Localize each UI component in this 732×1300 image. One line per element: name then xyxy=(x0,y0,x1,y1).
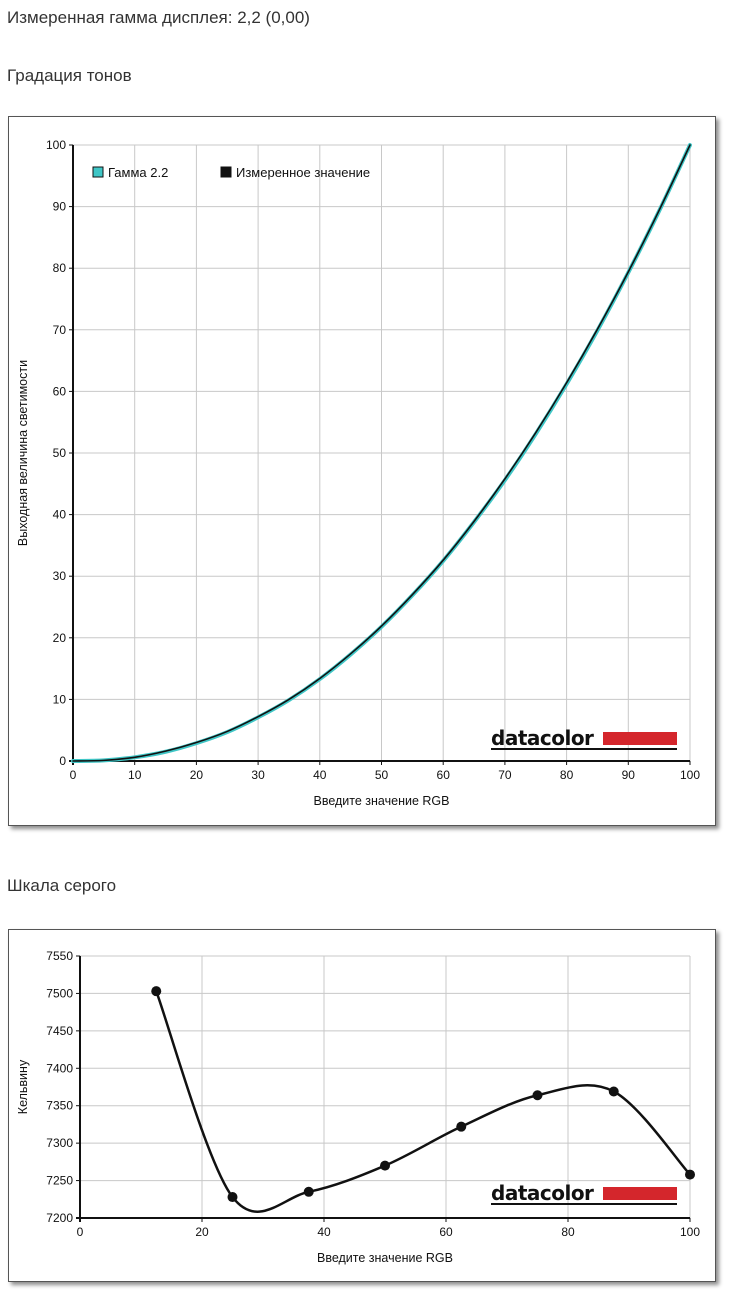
tone-gradation-chart: 0 10 20 30 40 50 60 70 80 90 100 0 10 20 30 40 50 60 70 80 9… xyxy=(16,138,700,808)
legend-swatch xyxy=(220,166,232,178)
legend-swatch xyxy=(92,166,104,178)
grayscale-chart-panel: 0 20 40 60 80 100 7200 7250 7300 7350 7400 7450 7500… xyxy=(8,929,716,1282)
datacolor-logo-bar xyxy=(603,1187,677,1200)
x-axis-title: Введите значение RGB xyxy=(314,794,450,808)
datacolor-logo-underline xyxy=(491,748,677,750)
x-tick-label: 80 xyxy=(560,768,574,782)
y-tick-label: 7400 xyxy=(46,1061,73,1075)
data-point xyxy=(227,1192,238,1203)
data-point xyxy=(151,986,162,997)
series-line-2 xyxy=(72,144,691,762)
y-tick-label: 7350 xyxy=(46,1099,73,1113)
legend-label: Гамма 2.2 xyxy=(108,165,168,180)
x-tick-label: 80 xyxy=(561,1225,575,1239)
y-tick-label: 100 xyxy=(46,138,66,152)
y-tick-label: 30 xyxy=(53,569,67,583)
datacolor-logo-text: datacolor xyxy=(491,726,594,750)
y-tick-label: 10 xyxy=(53,692,67,706)
data-point xyxy=(685,1169,695,1180)
x-tick-label: 100 xyxy=(680,1225,700,1239)
x-tick-label: 50 xyxy=(375,768,389,782)
x-tick-label: 0 xyxy=(77,1225,84,1239)
legend-item-1: Гамма 2.2 xyxy=(92,165,168,180)
x-tick-label: 0 xyxy=(70,768,77,782)
legend-label: Измеренное значение xyxy=(236,165,370,180)
y-tick-label: 90 xyxy=(53,200,67,214)
data-point xyxy=(380,1160,390,1171)
measured-gamma-heading: Измеренная гамма дисплея: 2,2 (0,00) xyxy=(7,8,310,27)
y-tick-label: 7300 xyxy=(46,1136,73,1150)
data-point xyxy=(303,1186,314,1197)
data-point xyxy=(608,1086,619,1097)
y-tick-label: 40 xyxy=(53,508,67,522)
y-axis-title: Выходная величина светимости xyxy=(16,360,30,546)
x-tick-label: 60 xyxy=(439,1225,453,1239)
y-tick-label: 0 xyxy=(59,754,66,768)
grayscale-chart: 0 20 40 60 80 100 7200 7250 7300 7350 7400 7450 7500… xyxy=(16,949,700,1265)
y-tick-label: 20 xyxy=(53,631,67,645)
datacolor-logo-bar xyxy=(603,732,677,745)
grayscale-heading: Шкала серого xyxy=(7,876,117,895)
y-tick-label: 60 xyxy=(53,384,67,398)
series-line-1 xyxy=(155,989,692,1213)
datacolor-logo: datacolor xyxy=(491,726,677,750)
y-tick-label: 7500 xyxy=(46,986,73,1000)
x-tick-label: 100 xyxy=(680,768,700,782)
x-tick-label: 30 xyxy=(251,768,265,782)
grid-lines xyxy=(79,955,691,1219)
x-tick-label: 90 xyxy=(622,768,636,782)
datacolor-logo: datacolor xyxy=(491,1181,677,1205)
y-tick-label: 7450 xyxy=(46,1024,73,1038)
y-tick-label: 7550 xyxy=(46,949,73,963)
x-tick-label: 20 xyxy=(195,1225,209,1239)
y-tick-label: 7250 xyxy=(46,1174,73,1188)
tone-gradation-heading: Градация тонов xyxy=(7,66,132,85)
x-tick-label: 40 xyxy=(313,768,327,782)
x-axis-title: Введите значение RGB xyxy=(317,1251,453,1265)
data-point xyxy=(532,1090,543,1101)
x-tick-label: 10 xyxy=(128,768,142,782)
tone-gradation-chart-panel: 0 10 20 30 40 50 60 70 80 90 100 0 10 20 30 40 50 60 70 80 9… xyxy=(8,116,716,826)
data-point xyxy=(456,1121,467,1132)
datacolor-logo-text: datacolor xyxy=(491,1181,594,1205)
y-axis-title: Кельвину xyxy=(16,1059,30,1114)
y-tick-label: 7200 xyxy=(46,1211,73,1225)
y-tick-label: 80 xyxy=(53,261,67,275)
x-tick-label: 40 xyxy=(317,1225,331,1239)
grid-lines xyxy=(72,144,691,762)
x-tick-label: 70 xyxy=(498,768,512,782)
datacolor-logo-underline xyxy=(491,1203,677,1205)
x-tick-label: 20 xyxy=(190,768,204,782)
legend-item-2: Измеренное значение xyxy=(220,165,370,180)
y-tick-label: 70 xyxy=(53,323,67,337)
x-tick-label: 60 xyxy=(437,768,451,782)
y-tick-label: 50 xyxy=(53,446,67,460)
